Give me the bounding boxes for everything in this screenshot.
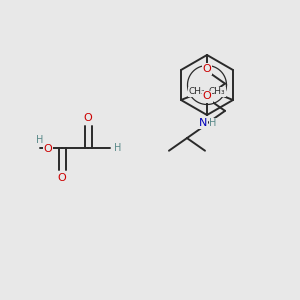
- Text: CH₃: CH₃: [189, 88, 205, 97]
- Text: O: O: [44, 144, 52, 154]
- Text: CH₃: CH₃: [209, 88, 225, 97]
- Text: H: H: [114, 143, 122, 153]
- Text: O: O: [84, 113, 92, 123]
- Text: O: O: [58, 173, 66, 183]
- Text: H: H: [36, 135, 44, 145]
- Text: O: O: [202, 64, 211, 74]
- Text: H: H: [209, 118, 217, 128]
- Text: O: O: [202, 91, 211, 101]
- Text: N: N: [199, 118, 207, 128]
- Text: Cl: Cl: [202, 92, 212, 102]
